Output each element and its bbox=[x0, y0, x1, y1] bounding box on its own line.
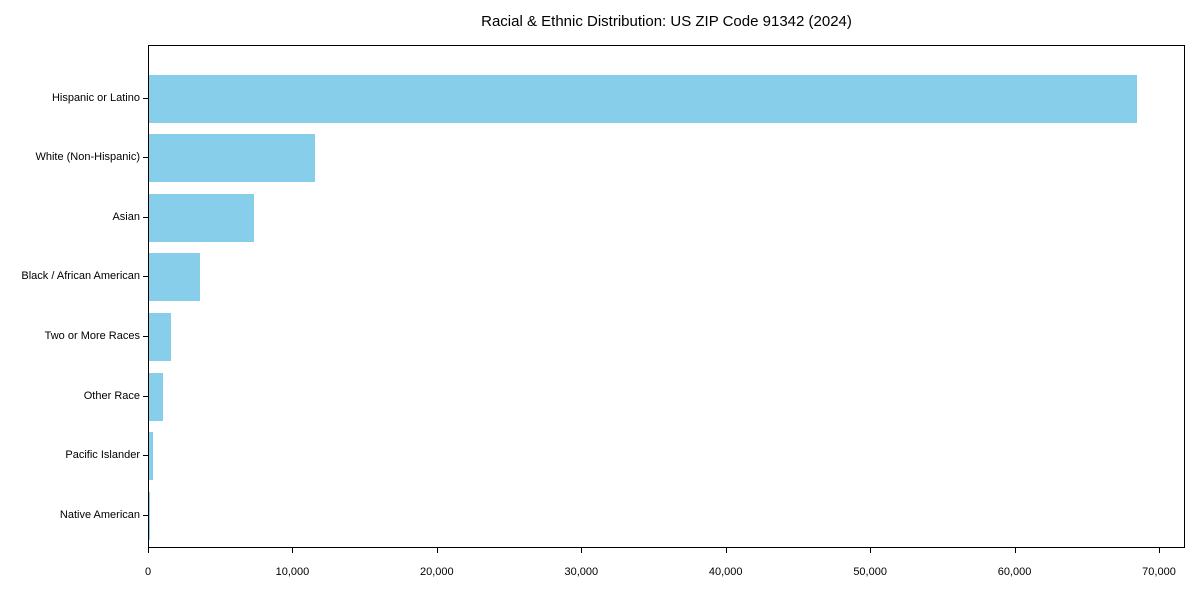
bar-white-non-hispanic bbox=[149, 134, 316, 183]
bar-hispanic-or-latino bbox=[149, 74, 1137, 123]
y-tick-mark bbox=[143, 157, 148, 159]
plot-area bbox=[148, 45, 1185, 548]
y-tick-mark bbox=[143, 514, 148, 516]
x-tick-mark bbox=[1159, 548, 1160, 553]
x-tick-mark bbox=[436, 548, 438, 553]
bar-native-american bbox=[149, 491, 150, 540]
x-tick-label-50000: 50,000 bbox=[853, 566, 887, 578]
y-tick-label-native-american: Native American bbox=[59, 508, 140, 521]
bar-pacific-islander bbox=[149, 432, 154, 481]
y-tick-label-two-or-more-races: Two or More Races bbox=[44, 330, 140, 343]
x-tick-mark bbox=[1014, 548, 1016, 553]
x-tick-mark bbox=[148, 548, 149, 553]
y-tick-mark bbox=[143, 97, 148, 99]
x-tick-mark bbox=[292, 548, 294, 553]
x-tick-label-10000: 10,000 bbox=[275, 566, 310, 578]
y-tick-mark bbox=[143, 336, 148, 338]
y-tick-label-hispanic-or-latino: Hispanic or Latino bbox=[51, 91, 140, 104]
x-tick-label-20000: 20,000 bbox=[420, 566, 454, 578]
x-tick-label-60000: 60,000 bbox=[997, 566, 1032, 578]
x-tick-mark bbox=[581, 548, 583, 553]
y-tick-mark bbox=[143, 395, 148, 397]
bar-two-or-more-races bbox=[149, 313, 171, 362]
x-tick-label-30000: 30,000 bbox=[564, 566, 599, 578]
bar-asian bbox=[149, 193, 255, 242]
chart-title: Racial & Ethnic Distribution: US ZIP Cod… bbox=[481, 13, 852, 30]
y-tick-label-other-race: Other Race bbox=[83, 389, 140, 402]
y-tick-label-asian: Asian bbox=[112, 210, 140, 223]
y-tick-label-pacific-islander: Pacific Islander bbox=[65, 449, 140, 462]
bar-black-african-american bbox=[149, 253, 200, 302]
y-tick-mark bbox=[143, 216, 148, 218]
x-tick-label-70000: 70,000 bbox=[1142, 566, 1176, 578]
y-tick-label-white-non-hispanic: White (Non-Hispanic) bbox=[35, 151, 140, 164]
y-tick-label-black-african-american: Black / African American bbox=[21, 270, 140, 283]
x-tick-mark bbox=[725, 548, 727, 553]
bar-other-race bbox=[149, 372, 164, 421]
x-tick-label-0: 0 bbox=[144, 566, 152, 578]
y-tick-mark bbox=[143, 276, 148, 278]
x-tick-mark bbox=[870, 548, 872, 553]
y-tick-mark bbox=[143, 455, 148, 457]
x-tick-label-40000: 40,000 bbox=[708, 566, 743, 578]
